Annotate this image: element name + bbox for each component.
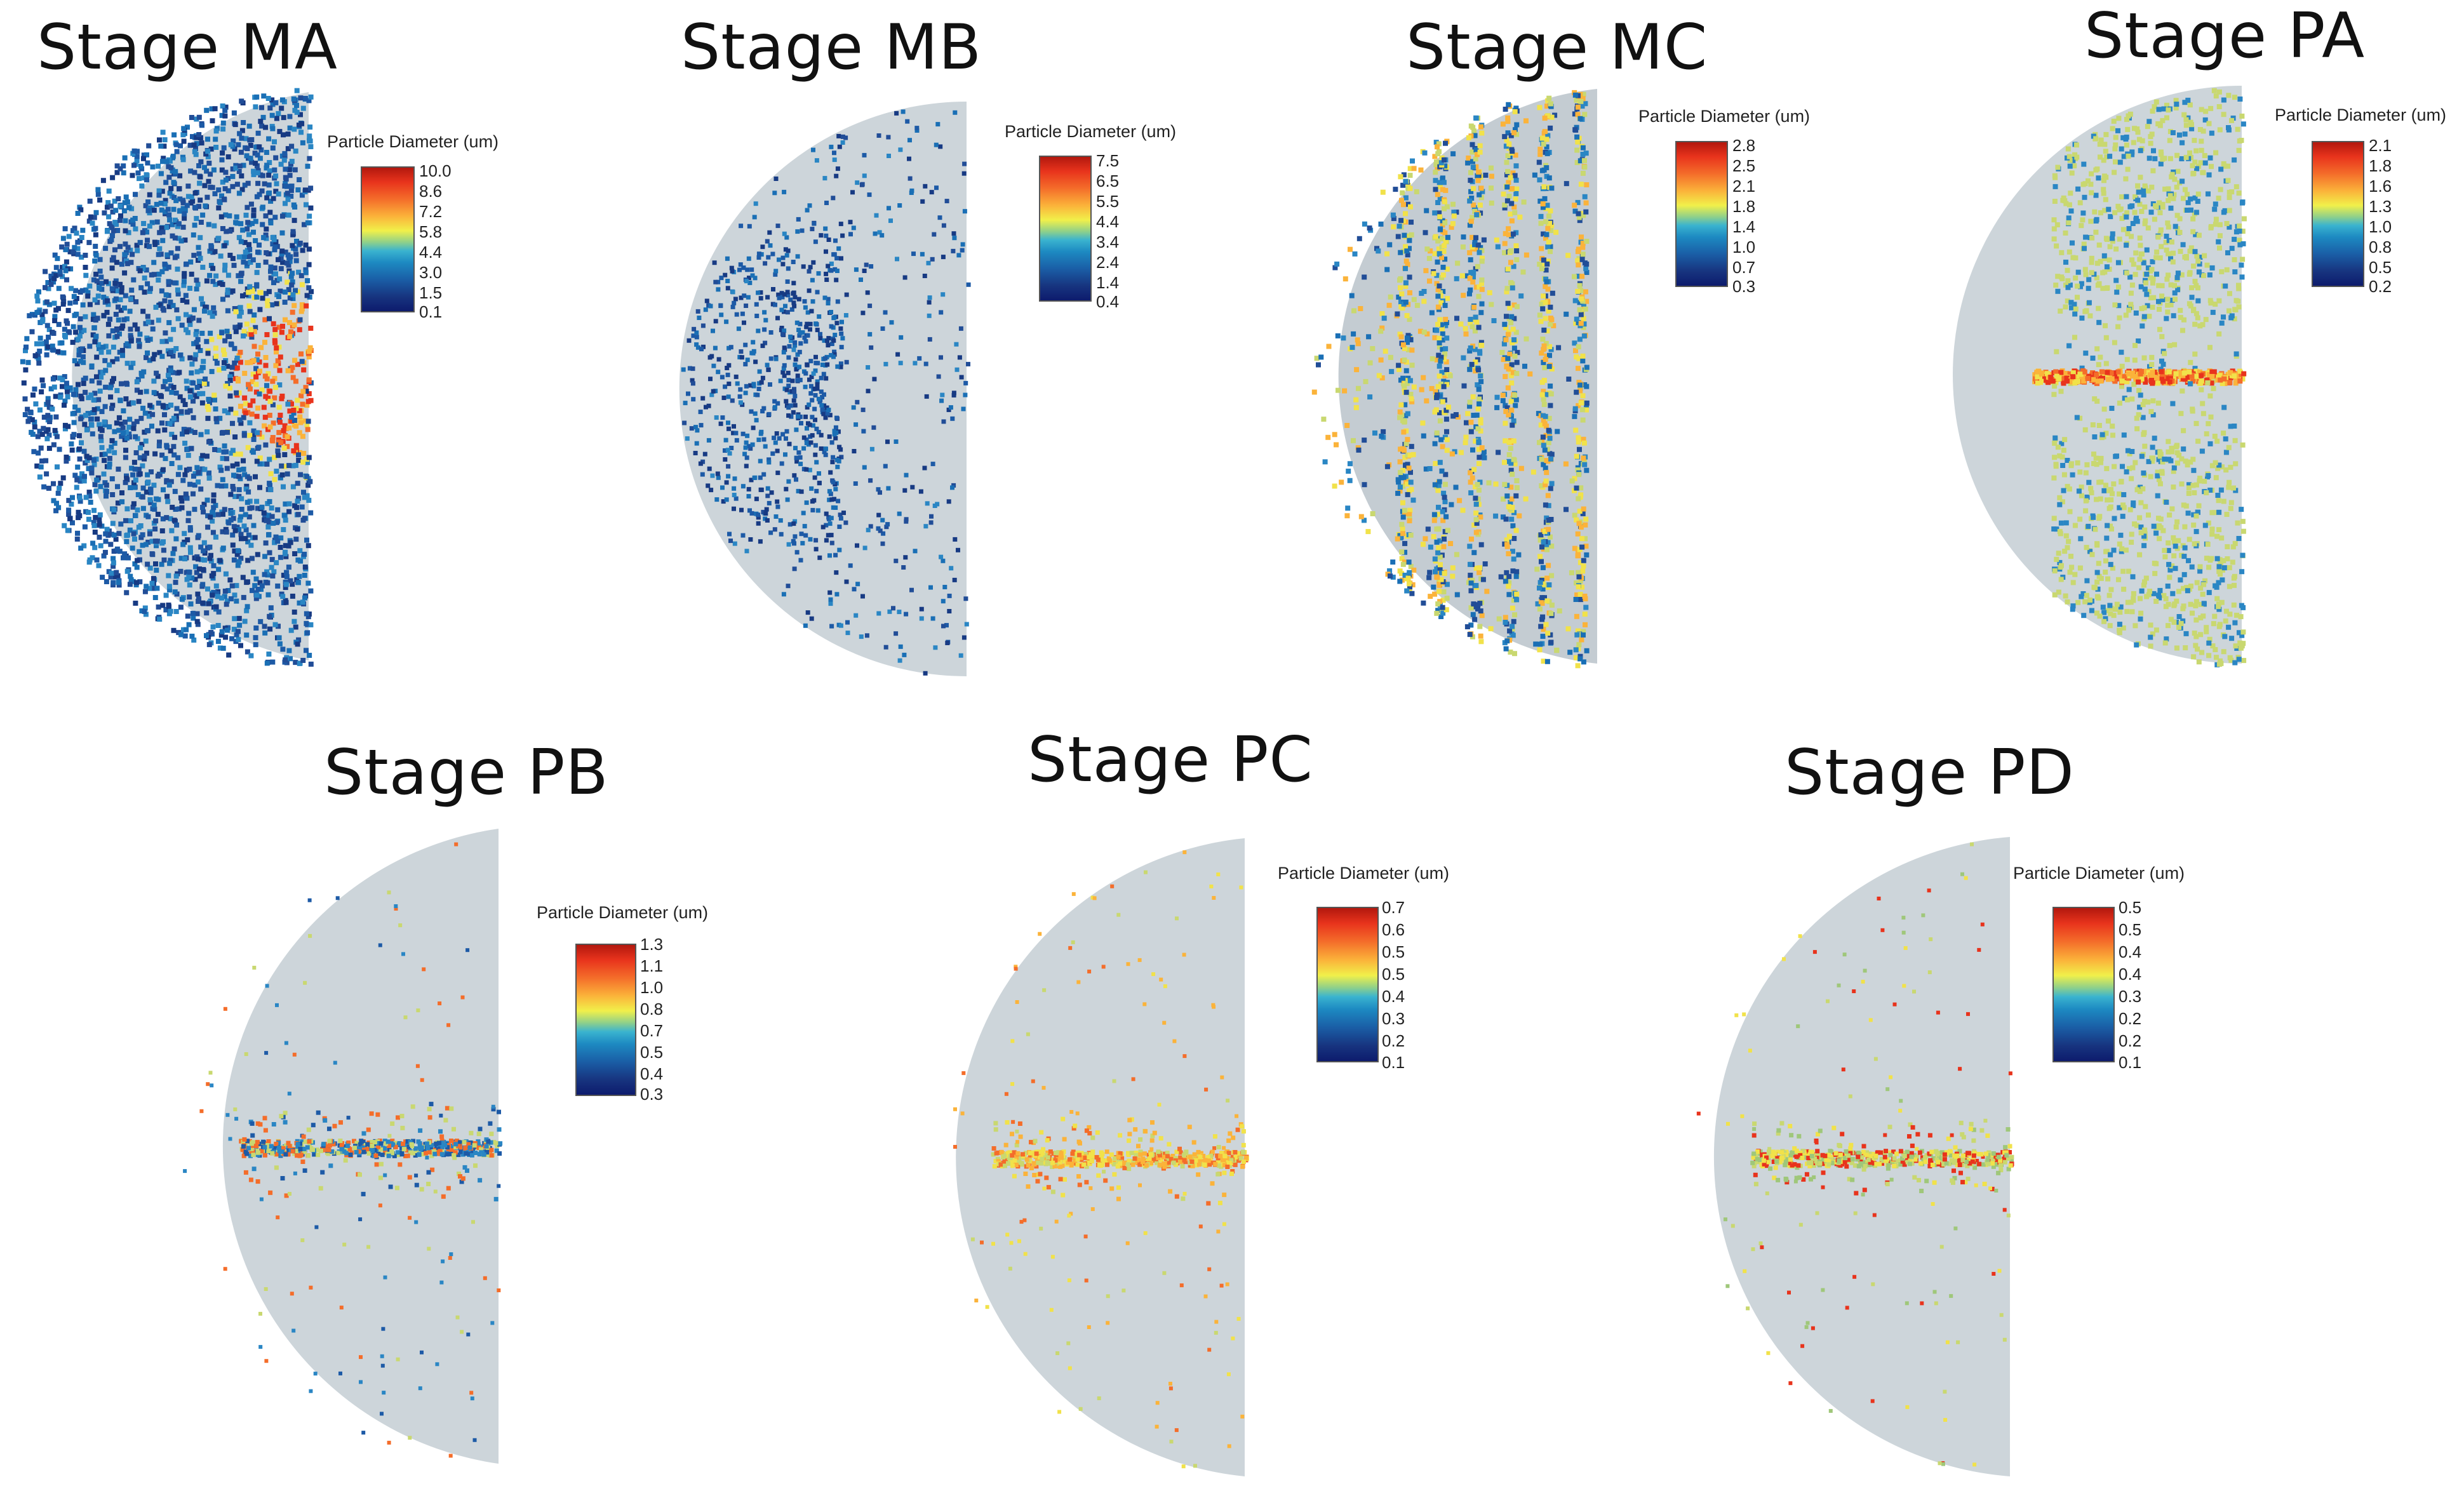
stage-title: Stage MB (681, 11, 982, 84)
stage-title: Stage PB (324, 737, 609, 809)
legend-title: Particle Diameter (um) (1005, 122, 1177, 141)
legend-title: Particle Diameter (um) (2275, 105, 2447, 124)
legend-title: Particle Diameter (um) (2013, 864, 2185, 883)
stage-title: Stage PC (1028, 724, 1313, 796)
particle-cloud (20, 88, 314, 667)
legend-title: Particle Diameter (um) (1278, 864, 1450, 883)
stage-title: Stage PA (2084, 0, 2366, 72)
colorbar (361, 166, 415, 312)
particle-cloud (953, 850, 1249, 1469)
colorbar (1675, 141, 1728, 287)
particle-cloud (2032, 88, 2247, 667)
stage-title: Stage MA (37, 11, 338, 84)
stage-title: Stage PD (1784, 737, 2075, 809)
legend-title: Particle Diameter (um) (327, 132, 499, 151)
colorbar (2052, 907, 2115, 1062)
particle-cloud (1311, 90, 1590, 669)
particle-cloud (681, 109, 971, 676)
particle-cloud (1696, 842, 2014, 1467)
stage-title: Stage MC (1406, 11, 1708, 84)
legend-title: Particle Diameter (um) (1638, 107, 1811, 126)
colorbar (1316, 907, 1379, 1062)
colorbar (2312, 141, 2364, 287)
colorbar (1039, 156, 1092, 302)
legend-title: Particle Diameter (um) (537, 903, 709, 922)
colorbar (575, 944, 636, 1096)
particle-cloud (183, 842, 503, 1458)
